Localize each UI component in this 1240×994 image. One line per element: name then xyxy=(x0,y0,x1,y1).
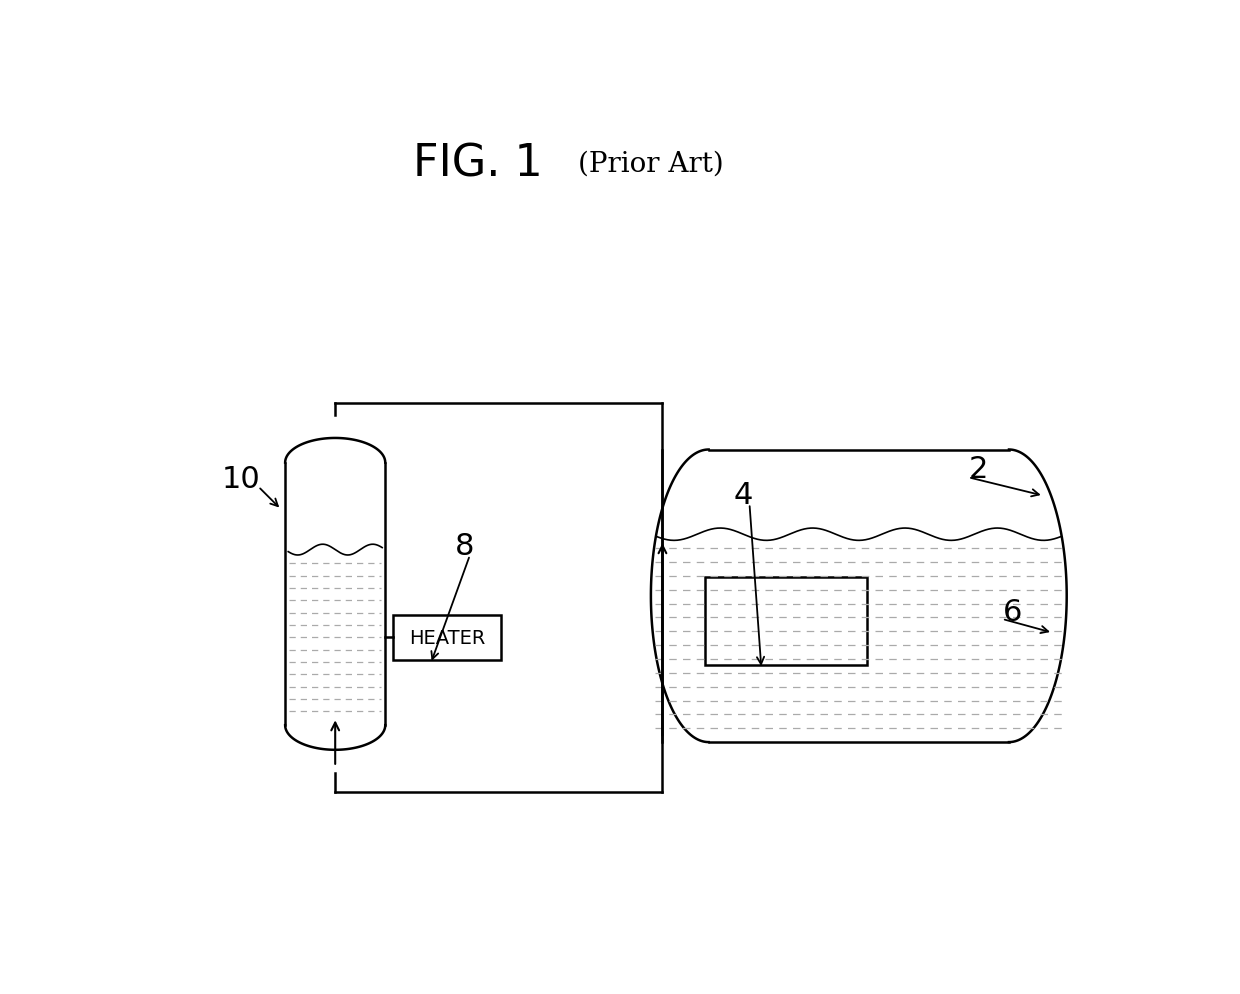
Bar xyxy=(704,577,867,665)
Bar xyxy=(393,615,501,660)
Text: 6: 6 xyxy=(1003,597,1023,626)
Text: HEATER: HEATER xyxy=(409,628,485,647)
Text: 10: 10 xyxy=(222,465,260,494)
Text: 2: 2 xyxy=(968,455,988,484)
Text: (Prior Art): (Prior Art) xyxy=(578,150,723,177)
Text: 8: 8 xyxy=(455,532,475,561)
Text: FIG. 1: FIG. 1 xyxy=(413,142,543,185)
Text: 4: 4 xyxy=(734,480,753,509)
